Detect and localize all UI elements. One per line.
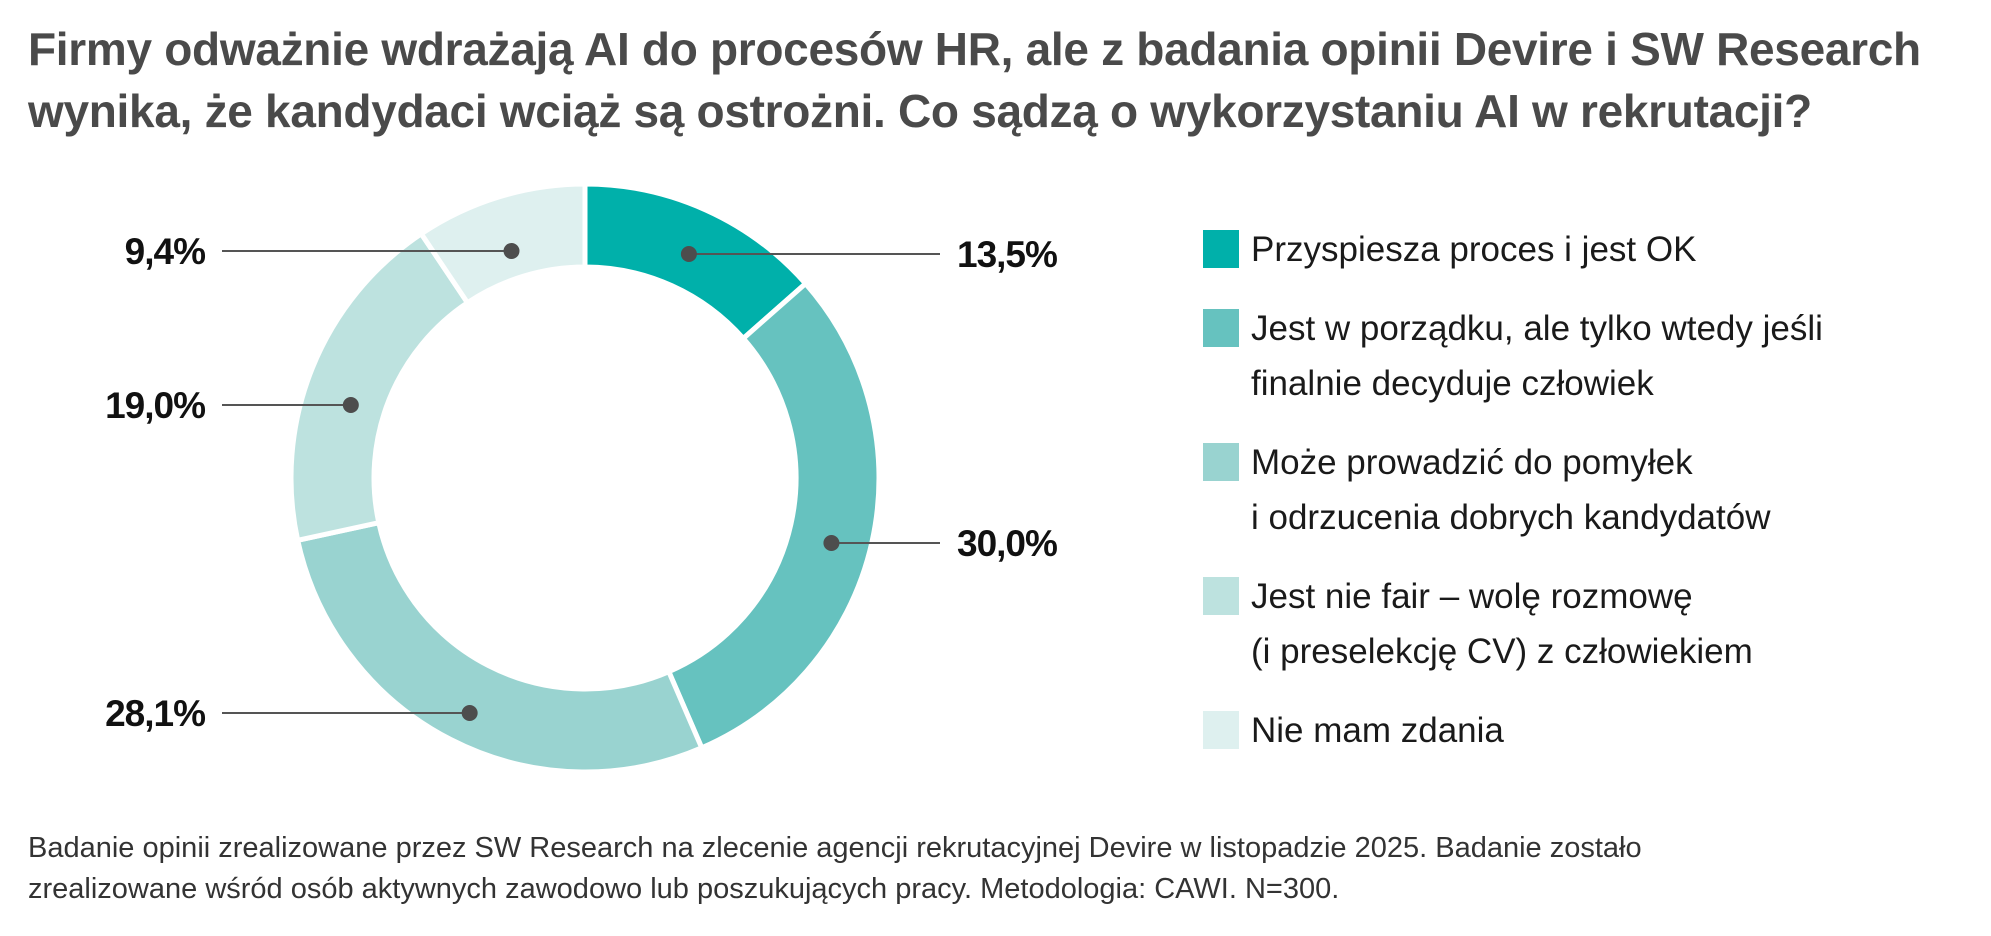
leader-dot-ok-if-human-decides xyxy=(823,535,840,551)
legend-label: Jest nie fair – wolę rozmowę (i preselek… xyxy=(1251,577,1753,671)
chart-title: Firmy odważnie wdrażają AI do procesów H… xyxy=(28,18,1968,142)
source-line-2: zrealizowane wśród osób aktywnych zawodo… xyxy=(28,873,1340,905)
donut-slice-no-opinion xyxy=(417,181,588,307)
source-note: Badanie opinii zrealizowane przez SW Res… xyxy=(28,828,1968,910)
leader-dot-may-cause-mistakes xyxy=(461,705,478,721)
value-label-speeds-up: 13,5% xyxy=(957,234,1057,275)
legend-item-no-opinion: Nie mam zdania xyxy=(1203,703,1963,758)
donut-chart: 13,5% 30,0% 28,1% 19,0% 9,4% xyxy=(105,181,1058,775)
legend-item-unfair: Jest nie fair – wolę rozmowę (i preselek… xyxy=(1203,569,1963,679)
donut-slice-may-cause-mistakes xyxy=(294,519,706,775)
leader-dot-speeds-up xyxy=(680,246,697,262)
legend-label: Przyspiesza proces i jest OK xyxy=(1251,230,1697,269)
legend-label: Może prowadzić do pomyłek i odrzucenia d… xyxy=(1251,443,1771,537)
chart-legend: Przyspiesza proces i jest OK Jest w porzą… xyxy=(1203,222,1963,782)
leader-dot-unfair xyxy=(342,397,359,413)
donut-slice-unfair xyxy=(288,230,471,544)
legend-item-ok-if-human-decides: Jest w porządku, ale tylko wtedy jeśli f… xyxy=(1203,301,1963,411)
legend-item-speeds-up: Przyspiesza proces i jest OK xyxy=(1203,222,1963,277)
donut-slice-ok-if-human-decides xyxy=(665,280,882,752)
title-line-1: Firmy odważnie wdrażają AI do procesów H… xyxy=(28,23,1921,75)
legend-swatch xyxy=(1203,443,1239,481)
legend-item-may-cause-mistakes: Może prowadzić do pomyłek i odrzucenia d… xyxy=(1203,435,1963,545)
value-label-unfair: 19,0% xyxy=(105,385,205,426)
value-label-no-opinion: 9,4% xyxy=(125,231,205,272)
value-label-ok-if-human-decides: 30,0% xyxy=(957,523,1057,564)
leader-dot-no-opinion xyxy=(503,243,520,259)
legend-swatch xyxy=(1203,711,1239,749)
legend-swatch xyxy=(1203,230,1239,268)
legend-label: Nie mam zdania xyxy=(1251,711,1504,750)
source-line-1: Badanie opinii zrealizowane przez SW Res… xyxy=(28,832,1642,864)
legend-label: Jest w porządku, ale tylko wtedy jeśli f… xyxy=(1251,309,1823,403)
title-line-2: wynika, że kandydaci wciąż są ostrożni. … xyxy=(28,85,1812,137)
value-label-may-cause-mistakes: 28,1% xyxy=(105,693,205,734)
legend-swatch xyxy=(1203,577,1239,615)
legend-swatch xyxy=(1203,309,1239,347)
